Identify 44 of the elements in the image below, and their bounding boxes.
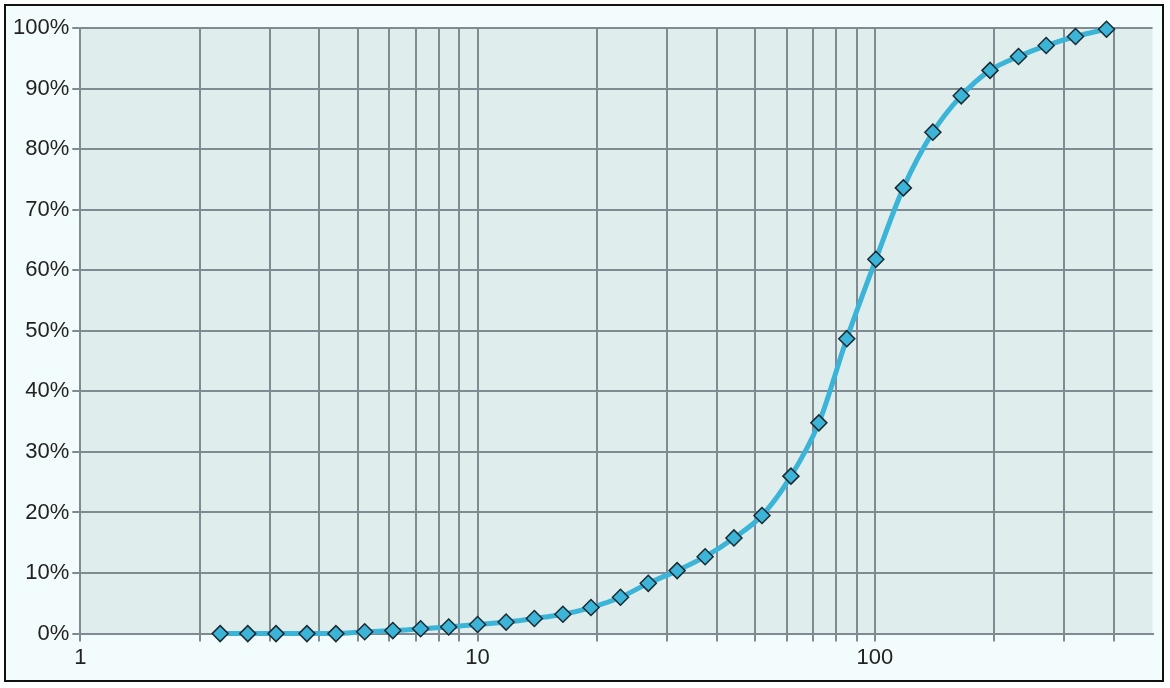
point	[952, 87, 970, 105]
point	[439, 618, 458, 636]
point	[639, 574, 658, 593]
point	[525, 609, 544, 628]
x-tick-label: 1	[74, 643, 87, 669]
point	[725, 529, 743, 547]
y-tick-label: 20%	[25, 498, 70, 524]
point	[753, 506, 771, 525]
y-tick-label: 50%	[25, 316, 70, 342]
point	[1066, 27, 1085, 46]
point	[838, 329, 856, 348]
point	[298, 624, 316, 643]
point	[355, 623, 374, 641]
point	[211, 624, 229, 643]
point	[696, 547, 714, 566]
point	[867, 250, 885, 269]
point	[468, 615, 487, 634]
y-tick-label: 60%	[25, 256, 70, 282]
y-tick-label: 10%	[25, 559, 70, 585]
point	[239, 624, 257, 643]
point	[1009, 47, 1028, 66]
point	[924, 123, 942, 141]
point	[1037, 36, 1055, 55]
point	[894, 179, 913, 197]
point	[384, 621, 402, 640]
y-tick-label: 40%	[25, 377, 70, 403]
y-tick-label: 30%	[25, 437, 70, 463]
point	[497, 613, 515, 631]
point	[981, 61, 999, 80]
y-tick-label: 0%	[37, 619, 70, 645]
point	[810, 414, 828, 432]
point	[611, 588, 630, 607]
point	[411, 620, 430, 638]
point	[582, 598, 600, 617]
point	[554, 605, 572, 623]
y-tick-label: 80%	[25, 135, 70, 161]
x-tick-label: 100	[856, 643, 894, 669]
y-tick-label: 70%	[25, 195, 70, 221]
point	[668, 561, 686, 580]
point	[327, 624, 345, 643]
y-tick-label: 90%	[25, 74, 70, 100]
y-tick-label: 100%	[12, 14, 70, 40]
x-tick-label: 10	[465, 643, 490, 669]
point	[782, 467, 800, 485]
